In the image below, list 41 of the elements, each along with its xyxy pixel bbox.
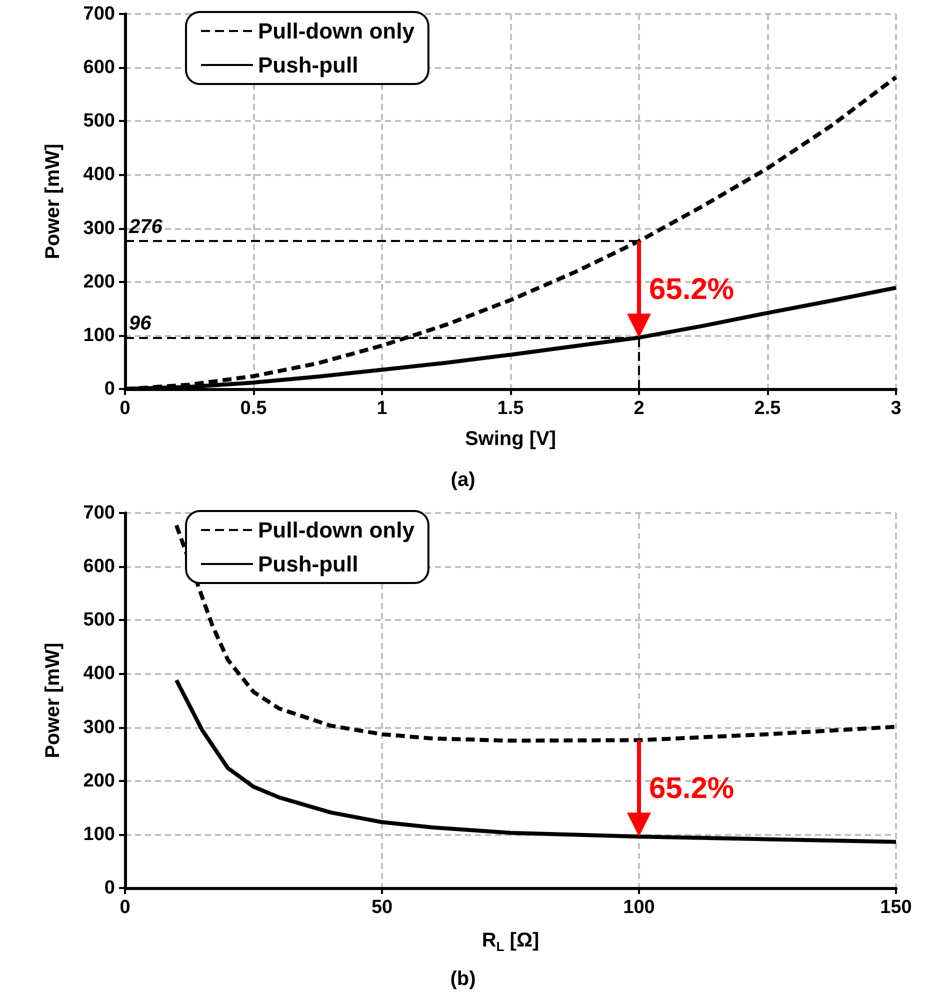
text: (a) bbox=[450, 469, 476, 491]
x-axis-title: Swing [V] bbox=[464, 428, 556, 450]
x-tick-label: 150 bbox=[880, 897, 912, 918]
x-tick-label: 100 bbox=[623, 897, 655, 918]
x-tick-label: 50 bbox=[371, 897, 393, 918]
line-series bbox=[174, 678, 898, 844]
y-tick-label: 400 bbox=[83, 164, 115, 186]
y-tick-label: 200 bbox=[83, 271, 115, 292]
y-tick-label: 300 bbox=[83, 716, 115, 738]
ref-line-label: 96 bbox=[129, 312, 152, 335]
x-tick-label: 0 bbox=[120, 398, 130, 419]
y-tick-label: 200 bbox=[83, 770, 115, 792]
y-tick-label: 600 bbox=[83, 556, 115, 578]
x-tick-label: 3 bbox=[890, 398, 902, 419]
y-tick-label: 100 bbox=[83, 324, 115, 346]
y-tick-label: 300 bbox=[83, 218, 115, 239]
y-tick-label: 700 bbox=[83, 502, 115, 524]
y-tick-label: 400 bbox=[83, 663, 115, 684]
annotation: 65.2% bbox=[649, 272, 734, 306]
y-tick-label: 600 bbox=[83, 57, 115, 78]
ref-line-label: 276 bbox=[128, 216, 164, 238]
x-tick-label: 0.5 bbox=[240, 398, 268, 419]
legend-label: Push-pull bbox=[258, 52, 358, 78]
legend-label: Pull-down only bbox=[258, 18, 416, 44]
y-tick-label: 0 bbox=[104, 378, 115, 400]
y-axis-title: Power [mW] bbox=[42, 144, 64, 260]
y-tick-label: 100 bbox=[83, 824, 115, 845]
y-axis-title: Power [mW] bbox=[42, 642, 64, 758]
y-tick-label: 500 bbox=[83, 110, 115, 132]
legend-label: Push-pull bbox=[258, 552, 358, 576]
annotation: 65.2% bbox=[649, 772, 734, 805]
x-tick-label: 2 bbox=[634, 398, 644, 419]
y-tick-label: 500 bbox=[83, 610, 115, 631]
x-tick-label: 1 bbox=[376, 398, 388, 419]
x-tick-label: 2.5 bbox=[754, 398, 782, 419]
y-tick-label: 700 bbox=[83, 4, 115, 24]
text: (b) bbox=[450, 968, 476, 990]
y-tick-label: 0 bbox=[104, 878, 115, 898]
x-tick-label: 0 bbox=[120, 897, 130, 918]
legend-label: Pull-down only bbox=[258, 518, 416, 542]
x-tick-label: 1.5 bbox=[497, 398, 524, 419]
